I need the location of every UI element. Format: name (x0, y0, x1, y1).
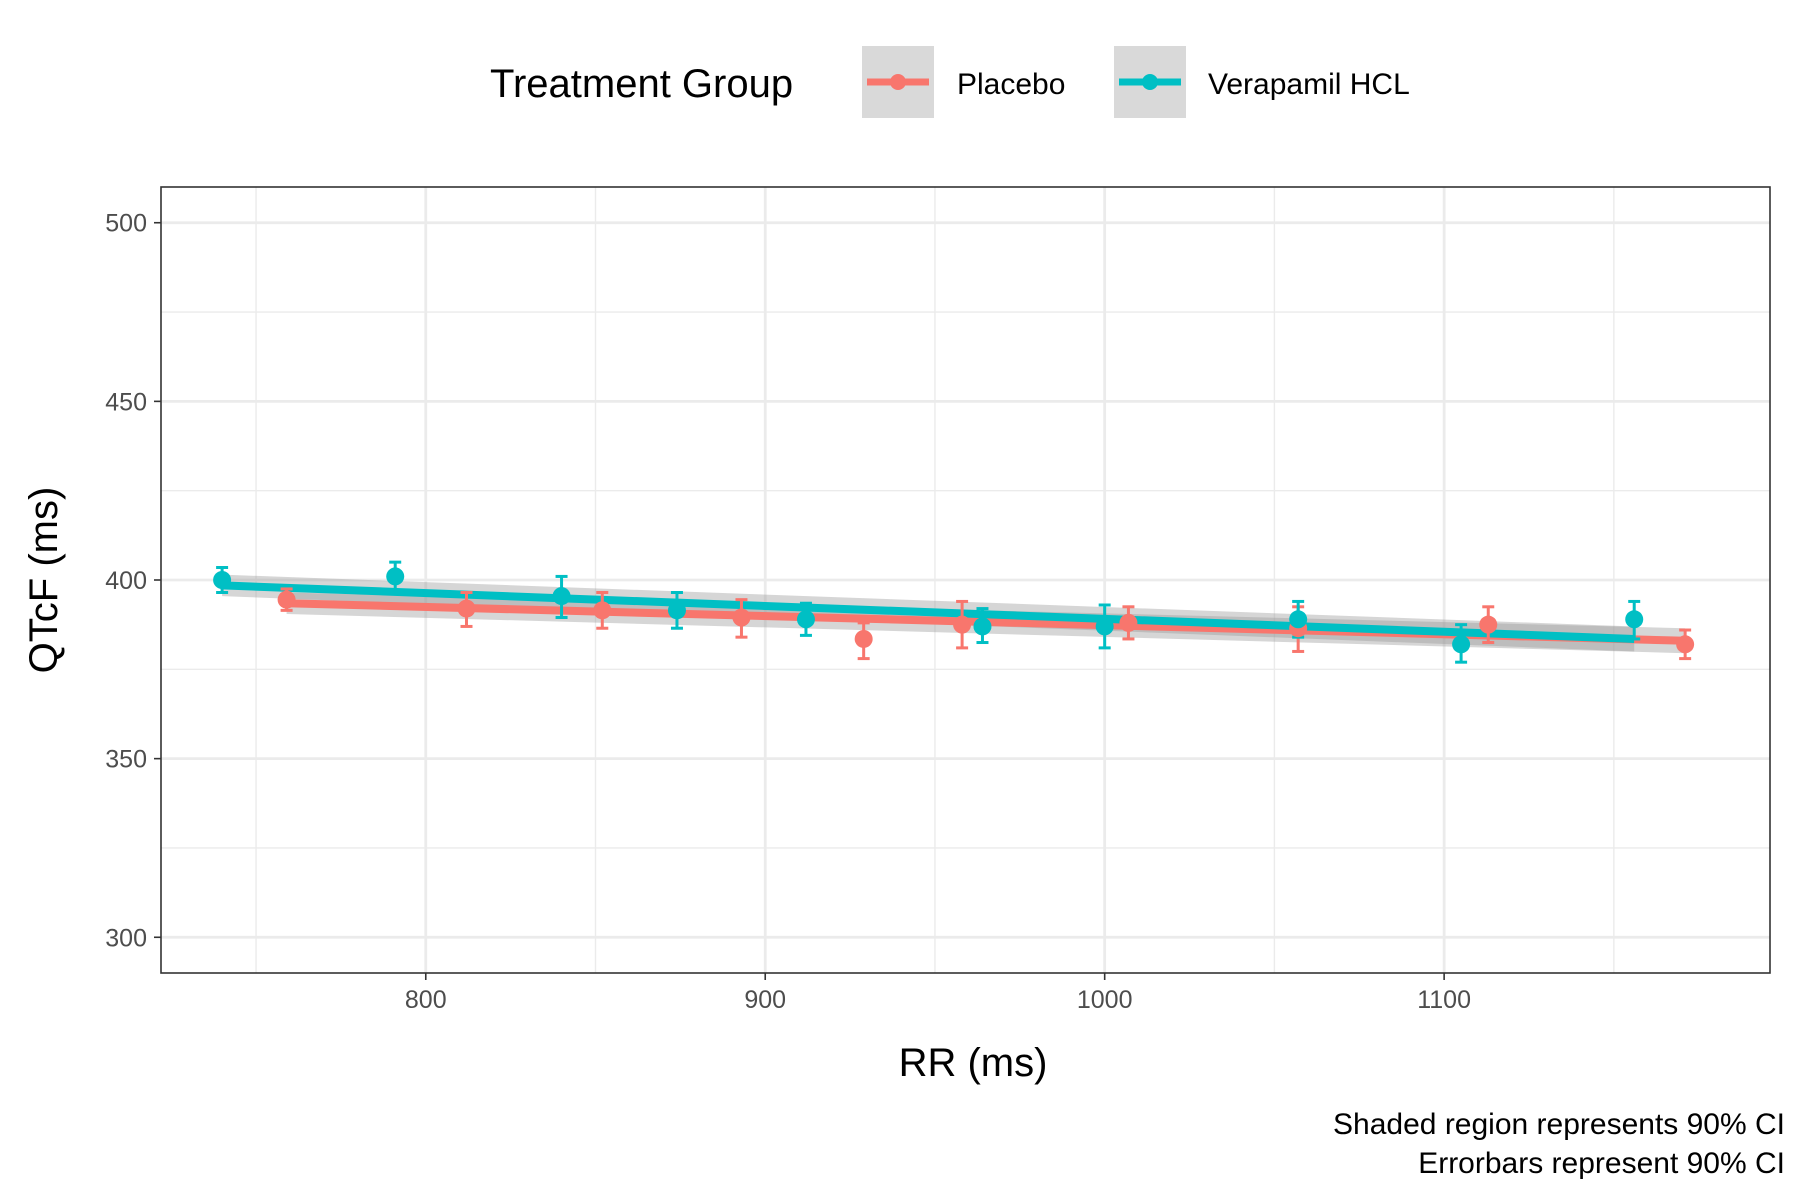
fit-line-verapamil (221, 581, 1635, 643)
data-point-verapamil (386, 567, 405, 586)
y-tick-label: 300 (105, 924, 147, 952)
caption-errorbars: Errorbars represent 90% CI (1418, 1147, 1785, 1180)
data-point-verapamil (552, 587, 571, 606)
data-point-verapamil (1289, 610, 1308, 629)
data-point-placebo (1676, 635, 1695, 654)
y-tick-label: 350 (105, 746, 147, 774)
y-tick-label: 500 (105, 210, 147, 238)
x-tick-label: 800 (405, 986, 447, 1014)
x-axis: 800 900 1000 1100 (405, 973, 1471, 1014)
data-point-placebo (732, 608, 751, 627)
y-axis-title: QTcF (ms) (22, 487, 66, 674)
legend-point-verapamil (1142, 74, 1158, 90)
caption-shaded-region: Shaded region represents 90% CI (1333, 1108, 1785, 1141)
data-point-placebo (277, 590, 296, 609)
x-axis-title: RR (ms) (899, 1041, 1048, 1085)
legend: Treatment Group Placebo Verapamil HCL (490, 46, 1410, 118)
x-tick-label: 1000 (1077, 986, 1133, 1014)
legend-item-verapamil: Verapamil HCL (1114, 46, 1410, 118)
legend-label-verapamil: Verapamil HCL (1208, 68, 1410, 101)
data-points (213, 567, 1695, 654)
y-tick-label: 450 (105, 388, 147, 416)
data-point-placebo (1479, 615, 1498, 634)
data-point-placebo (953, 615, 972, 634)
grid-major (161, 187, 1770, 973)
data-point-verapamil (213, 571, 232, 589)
data-point-verapamil (973, 617, 992, 636)
data-point-verapamil (1095, 617, 1114, 636)
y-tick-label: 400 (105, 567, 147, 595)
x-tick-label: 900 (744, 986, 786, 1014)
data-point-placebo (593, 601, 612, 620)
y-axis: 300 350 400 450 500 (105, 210, 161, 952)
data-point-verapamil (667, 601, 686, 620)
data-point-verapamil (796, 610, 815, 629)
legend-label-placebo: Placebo (957, 68, 1065, 101)
x-tick-label: 1100 (1417, 986, 1471, 1014)
data-point-placebo (457, 599, 476, 618)
data-point-placebo (854, 629, 873, 648)
legend-point-placebo (890, 74, 906, 90)
legend-title: Treatment Group (490, 62, 793, 106)
data-point-verapamil (1625, 610, 1644, 629)
data-point-verapamil (1452, 635, 1471, 654)
legend-item-placebo: Placebo (862, 46, 1065, 118)
data-point-placebo (1119, 613, 1138, 632)
